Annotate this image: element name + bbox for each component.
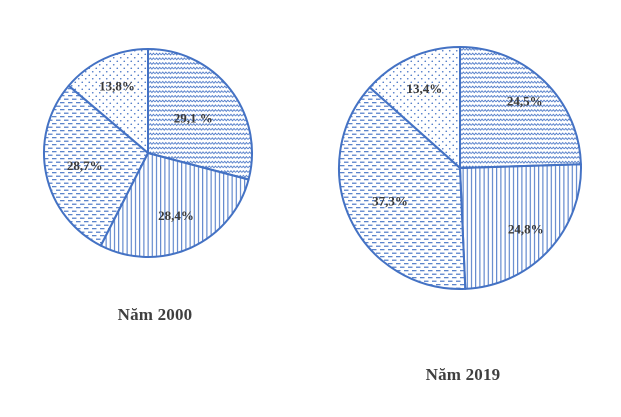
slice-label: 24,8% xyxy=(508,221,544,236)
slice-label: 28,4% xyxy=(158,208,194,223)
pie-slice-horizontal-dashes xyxy=(43,84,149,247)
slice-label: 24,5% xyxy=(507,94,543,109)
slice-label: 13,4% xyxy=(407,81,443,96)
pie-slice-dots xyxy=(368,46,461,169)
pie-slice-zigzag xyxy=(147,48,253,181)
slice-label: 13,8% xyxy=(99,79,135,94)
pie-chart-nam-2019: 24,5% 24,8% 37,3% 13,4% xyxy=(338,46,582,290)
pie-slice-horizontal-dashes xyxy=(338,86,467,290)
pie-slice-dots xyxy=(67,48,149,154)
slice-label: 29,1 % xyxy=(174,111,213,126)
slice-label: 37,3% xyxy=(372,194,408,209)
pie-slice-zigzag xyxy=(459,46,582,169)
pie-slice-vertical-lines xyxy=(459,163,582,290)
slice-label: 28,7% xyxy=(67,158,103,173)
pie-chart-nam-2000: 29,1 % 28,4% 28,7% 13,8% xyxy=(43,48,253,258)
chart-title-nam-2019: Năm 2019 xyxy=(425,365,501,384)
chart-title-nam-2000: Năm 2000 xyxy=(117,305,193,324)
pie-slice-vertical-lines xyxy=(99,152,250,258)
